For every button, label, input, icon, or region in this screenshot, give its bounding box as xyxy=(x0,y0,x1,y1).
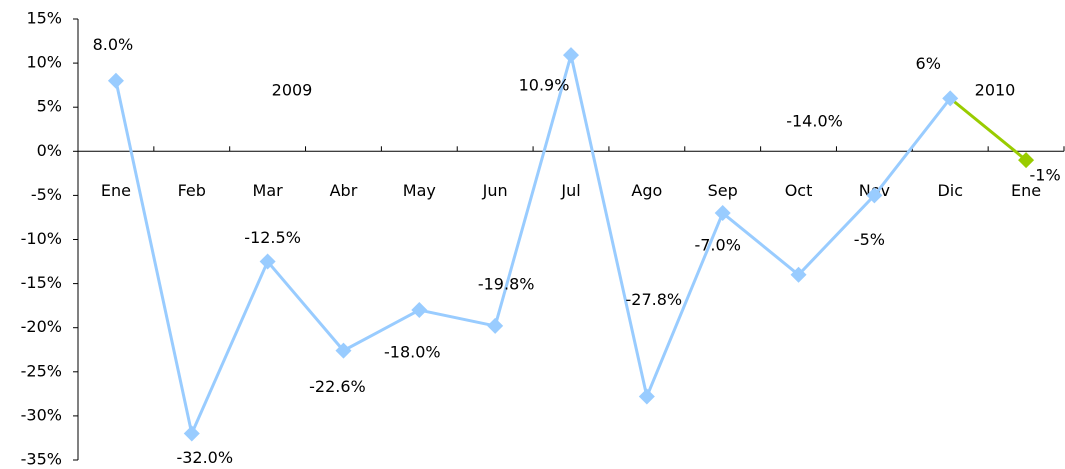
x-tick-label: Ago xyxy=(631,181,662,200)
data-label: -32.0% xyxy=(176,448,233,467)
line-segment xyxy=(493,54,573,327)
data-point xyxy=(335,342,352,359)
y-tick-label: -30% xyxy=(21,405,62,424)
x-tick-label: Ene xyxy=(1011,181,1041,200)
data-point xyxy=(107,72,124,89)
line-segment xyxy=(797,194,876,276)
data-point xyxy=(487,317,504,334)
y-tick-label: 15% xyxy=(26,9,62,28)
y-tick-label: 0% xyxy=(37,141,62,160)
data-label: -7.0% xyxy=(694,236,740,255)
x-tick-label: Mar xyxy=(253,181,284,200)
data-label: -19.8% xyxy=(478,274,535,293)
data-point xyxy=(183,425,200,442)
line-segment xyxy=(721,211,800,276)
data-point xyxy=(714,205,731,222)
y-tick-label: 5% xyxy=(37,97,62,116)
line-segment xyxy=(114,80,194,434)
data-point xyxy=(1018,152,1035,169)
x-tick-label: Jun xyxy=(482,181,508,200)
data-point xyxy=(259,253,276,270)
data-point xyxy=(866,187,883,204)
data-label: 10.9% xyxy=(519,76,570,95)
data-label: -27.8% xyxy=(626,290,683,309)
x-tick-label: Jul xyxy=(560,181,580,200)
y-tick-label: 10% xyxy=(26,53,62,72)
y-tick-label: -10% xyxy=(21,229,62,248)
data-point xyxy=(563,47,579,64)
y-tick-label: -5% xyxy=(31,185,62,204)
data-label: -5% xyxy=(854,230,885,249)
x-tick-label: Dic xyxy=(937,181,963,200)
y-tick-label: -20% xyxy=(21,317,62,336)
x-tick-label: Feb xyxy=(178,181,206,200)
x-tick-label: Sep xyxy=(708,181,738,200)
data-label: 6% xyxy=(916,54,941,73)
x-tick-label: Abr xyxy=(330,181,358,200)
x-tick-label: Ene xyxy=(101,181,131,200)
data-label: -12.5% xyxy=(244,228,301,247)
y-tick-label: -15% xyxy=(21,273,62,292)
data-point xyxy=(790,266,807,283)
data-label: 8.0% xyxy=(93,35,134,54)
data-label: -14.0% xyxy=(786,111,843,130)
line-segment xyxy=(342,308,421,352)
data-label: -1% xyxy=(1029,166,1060,185)
line-segment xyxy=(190,260,269,435)
data-point xyxy=(411,302,428,319)
line-segment xyxy=(949,97,1028,162)
annotation: 2010 xyxy=(975,81,1016,100)
data-point xyxy=(942,90,959,107)
x-tick-label: Oct xyxy=(785,181,813,200)
data-point xyxy=(638,388,655,405)
data-label: -18.0% xyxy=(384,343,441,362)
line-segment xyxy=(266,260,345,352)
data-label: -22.6% xyxy=(309,377,366,396)
line-segment xyxy=(569,54,649,397)
line-segment xyxy=(419,308,496,328)
x-tick-label: May xyxy=(403,181,436,200)
y-tick-label: -35% xyxy=(21,450,62,469)
line-segment xyxy=(873,97,952,197)
annotation: 2009 xyxy=(272,81,313,100)
line-segment xyxy=(645,212,725,398)
y-tick-label: -25% xyxy=(21,361,62,380)
